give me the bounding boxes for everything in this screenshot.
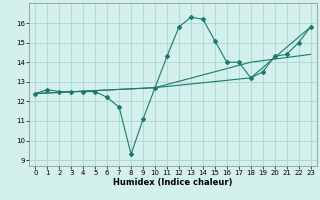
X-axis label: Humidex (Indice chaleur): Humidex (Indice chaleur) [113,178,233,187]
